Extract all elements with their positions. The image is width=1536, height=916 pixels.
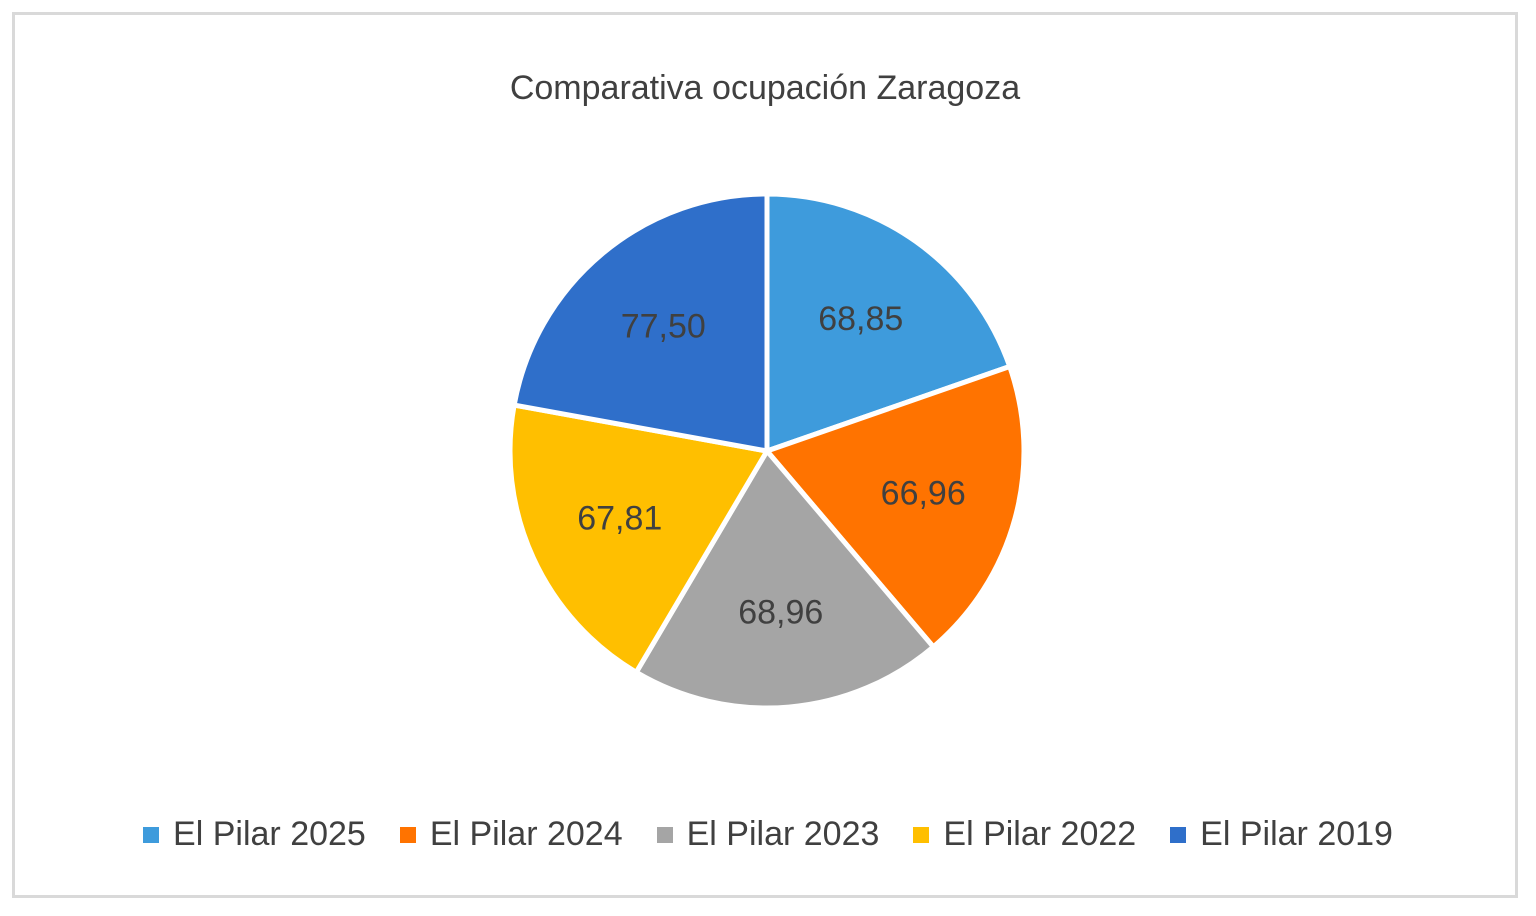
data-label: 68,85 <box>818 300 903 338</box>
pie-slice <box>507 402 770 675</box>
data-label: 77,50 <box>621 308 706 346</box>
pie-slice <box>764 363 1027 650</box>
legend-swatch <box>399 826 416 843</box>
legend-item: El Pilar 2023 <box>656 815 880 854</box>
legend-item: El Pilar 2024 <box>399 815 623 854</box>
legend: El Pilar 2025 El Pilar 2024 El Pilar 2023 E… <box>0 815 1536 854</box>
legend-swatch <box>913 826 930 843</box>
legend-item: El Pilar 2019 <box>1170 815 1393 854</box>
legend-swatch <box>1170 826 1187 843</box>
legend-label: El Pilar 2025 <box>173 815 366 853</box>
data-label: 66,96 <box>881 475 966 513</box>
legend-label: El Pilar 2024 <box>429 815 623 853</box>
legend-label: El Pilar 2019 <box>1200 815 1393 853</box>
legend-label: El Pilar 2022 <box>943 815 1137 853</box>
data-label: 67,81 <box>577 499 662 537</box>
legend-swatch <box>143 826 160 843</box>
legend-item: El Pilar 2022 <box>913 815 1136 854</box>
legend-label: El Pilar 2023 <box>686 815 880 853</box>
legend-item: El Pilar 2025 <box>143 815 366 854</box>
data-label: 68,96 <box>738 593 823 631</box>
pie-slice <box>633 448 936 711</box>
legend-swatch <box>656 826 673 843</box>
pie-slice <box>511 191 770 454</box>
chart-title: Comparativa ocupación Zaragoza <box>509 69 1021 107</box>
